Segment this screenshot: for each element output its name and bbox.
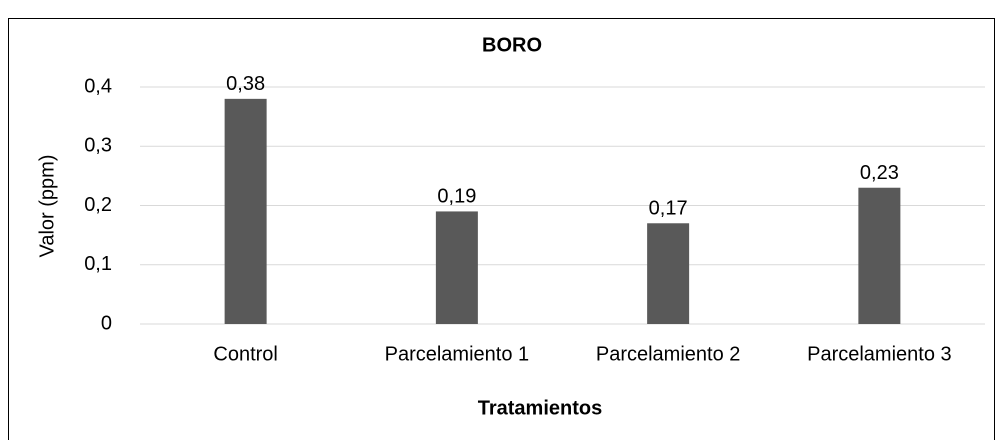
- y-tick-label: 0,4: [84, 75, 112, 97]
- y-tick-label: 0: [101, 312, 112, 334]
- y-axis-title: Valor (ppm): [36, 155, 58, 258]
- chart-title: BORO: [482, 34, 542, 56]
- x-tick-label: Parcelamiento 3: [807, 343, 952, 365]
- y-tick-label: 0,1: [84, 253, 112, 275]
- bar: [435, 211, 478, 324]
- x-axis-title: Tratamientos: [478, 397, 602, 419]
- x-tick-label: Parcelamiento 1: [385, 343, 530, 365]
- data-label: 0,19: [437, 186, 476, 208]
- x-tick-label: Control: [213, 343, 277, 365]
- chart-border: [8, 18, 995, 440]
- data-label: 0,23: [860, 162, 899, 184]
- bar: [858, 187, 901, 324]
- bar: [224, 98, 267, 324]
- bar: [647, 223, 690, 324]
- x-tick-label: Parcelamiento 2: [596, 343, 741, 365]
- data-label: 0,38: [226, 73, 265, 95]
- y-tick-label: 0,2: [84, 194, 112, 216]
- data-label: 0,17: [649, 198, 688, 220]
- y-tick-label: 0,3: [84, 135, 112, 157]
